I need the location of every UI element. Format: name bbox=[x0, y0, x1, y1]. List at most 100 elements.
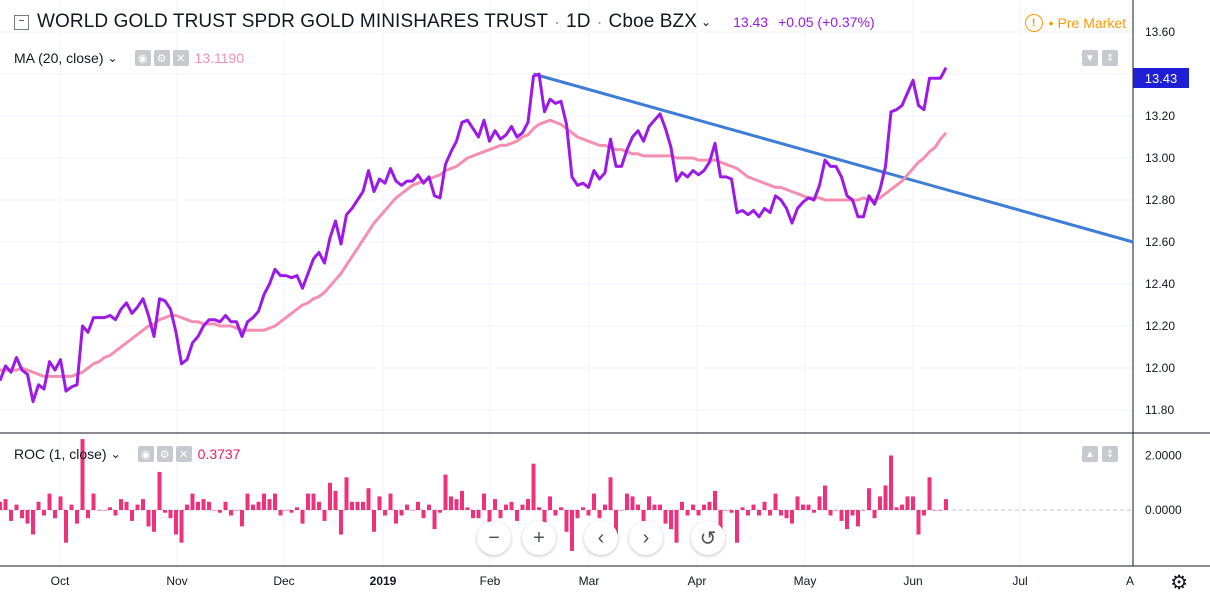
roc-bar bbox=[564, 510, 569, 532]
price-tick-label: 13.20 bbox=[1145, 109, 1175, 123]
roc-bar bbox=[746, 510, 750, 516]
price-tick-label: 12.20 bbox=[1145, 319, 1175, 333]
price-line bbox=[0, 67, 948, 404]
roc-bar bbox=[927, 477, 932, 510]
last-price: 13.43 bbox=[733, 14, 769, 30]
roc-bar bbox=[20, 510, 24, 519]
eye-icon[interactable]: ◉ bbox=[137, 446, 154, 462]
roc-bar bbox=[256, 501, 261, 510]
price-tick-label: 11.80 bbox=[1145, 403, 1174, 417]
scroll-left-button[interactable]: ‹ bbox=[584, 521, 618, 555]
eye-icon[interactable]: ◉ bbox=[134, 50, 151, 66]
roc-bar bbox=[531, 463, 536, 510]
roc-tick-label: 2.0000 bbox=[1145, 449, 1182, 463]
roc-bar bbox=[454, 499, 459, 510]
roc-bar bbox=[724, 510, 728, 511]
roc-bar bbox=[740, 507, 745, 510]
interval-label[interactable]: 1D bbox=[566, 11, 591, 32]
ma-line bbox=[0, 118, 948, 378]
roc-bar bbox=[69, 504, 74, 510]
roc-bar bbox=[432, 510, 437, 530]
exchange-label[interactable]: Cboe BZX bbox=[608, 11, 697, 32]
roc-bar bbox=[779, 510, 783, 516]
roc-bar bbox=[900, 504, 904, 510]
roc-tick-label: 0.0000 bbox=[1145, 503, 1182, 517]
roc-bar bbox=[933, 510, 937, 511]
roc-bar bbox=[25, 510, 30, 524]
roc-bar bbox=[509, 501, 514, 510]
symbol-title[interactable]: WORLD GOLD TRUST SPDR GOLD MINISHARES TR… bbox=[37, 11, 549, 32]
roc-bar bbox=[124, 501, 129, 510]
roc-bar bbox=[575, 510, 580, 519]
move-updown-icon[interactable]: ⇕ bbox=[1102, 50, 1118, 66]
close-icon[interactable]: ✕ bbox=[175, 446, 192, 462]
roc-bar bbox=[152, 510, 156, 532]
roc-bar bbox=[42, 510, 46, 516]
gear-icon[interactable]: ⚙ bbox=[156, 446, 173, 462]
roc-bar bbox=[9, 510, 13, 521]
roc-bar bbox=[212, 510, 217, 511]
roc-bar bbox=[108, 507, 112, 510]
roc-bar bbox=[267, 499, 272, 510]
roc-bar bbox=[768, 510, 772, 516]
roc-bar bbox=[119, 499, 123, 510]
roc-bar bbox=[157, 471, 162, 510]
reset-chart-button[interactable]: ↺ bbox=[691, 521, 725, 555]
roc-bar bbox=[174, 510, 178, 535]
time-tick-label: A bbox=[1126, 574, 1134, 588]
trend-line[interactable] bbox=[533, 72, 1134, 244]
move-up-icon[interactable]: ▲ bbox=[1082, 446, 1098, 462]
roc-bar bbox=[185, 504, 189, 510]
ma-label[interactable]: MA (20, close) bbox=[14, 50, 104, 66]
roc-bar bbox=[476, 510, 481, 519]
reset-icon: ↺ bbox=[699, 527, 717, 550]
price-tick-label: 12.00 bbox=[1145, 361, 1175, 375]
roc-bar bbox=[443, 474, 448, 510]
chevron-right-icon: › bbox=[642, 526, 650, 549]
minus-box-icon[interactable]: − bbox=[14, 14, 29, 30]
roc-bar bbox=[812, 510, 816, 513]
roc-bar bbox=[471, 510, 475, 519]
gear-icon[interactable]: ⚙ bbox=[153, 50, 170, 66]
close-icon[interactable]: ✕ bbox=[172, 50, 189, 66]
pre-market-status[interactable]: ! • Pre Market bbox=[1024, 14, 1126, 32]
separator: · bbox=[554, 11, 561, 32]
roc-label[interactable]: ROC (1, close) bbox=[14, 446, 107, 462]
chevron-down-icon[interactable]: ⌄ bbox=[110, 447, 121, 461]
grid-lines bbox=[0, 0, 1133, 566]
roc-bar bbox=[168, 510, 173, 519]
time-tick-label: Mar bbox=[579, 574, 600, 588]
price-badge: 13.43 bbox=[1145, 71, 1178, 86]
roc-bar bbox=[366, 488, 371, 510]
scroll-right-button[interactable]: › bbox=[629, 521, 663, 555]
roc-bar bbox=[47, 493, 52, 510]
zoom-out-button[interactable]: − bbox=[477, 521, 511, 555]
move-updown-icon[interactable]: ⇕ bbox=[1102, 446, 1118, 462]
roc-bar bbox=[647, 496, 651, 510]
time-tick-label: May bbox=[794, 574, 817, 588]
time-tick-label: Jul bbox=[1012, 574, 1027, 588]
roc-bar bbox=[306, 493, 310, 510]
roc-bar bbox=[911, 496, 915, 510]
roc-bar bbox=[163, 510, 167, 513]
roc-bar bbox=[603, 504, 607, 510]
roc-bar bbox=[944, 499, 948, 510]
alert-circle-icon: ! bbox=[1024, 14, 1043, 32]
roc-bar bbox=[322, 510, 327, 521]
roc-bar bbox=[729, 510, 734, 513]
move-down-icon[interactable]: ▼ bbox=[1082, 50, 1098, 66]
roc-bar bbox=[427, 504, 431, 510]
roc-bar bbox=[262, 493, 266, 510]
roc-bar bbox=[614, 510, 618, 535]
chevron-down-icon[interactable]: ⌄ bbox=[107, 51, 118, 65]
chevron-down-icon[interactable]: ⌄ bbox=[701, 15, 712, 29]
roc-bar bbox=[839, 510, 844, 521]
roc-bar bbox=[537, 507, 541, 510]
zoom-in-button[interactable]: + bbox=[522, 521, 556, 555]
roc-bar bbox=[487, 510, 492, 532]
gear-icon[interactable]: ⚙ bbox=[1170, 572, 1188, 594]
roc-bar bbox=[190, 493, 195, 510]
minus-icon: − bbox=[488, 526, 500, 549]
roc-bar bbox=[146, 510, 151, 527]
